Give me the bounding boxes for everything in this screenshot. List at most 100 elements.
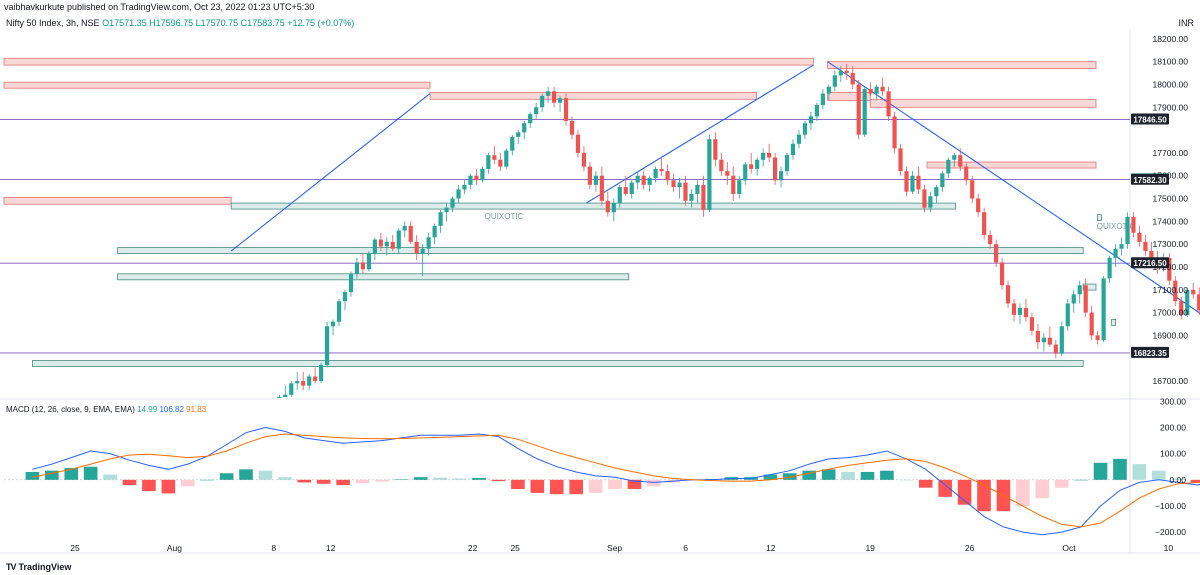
macd-layer	[4, 426, 1200, 536]
candle-body	[725, 171, 730, 176]
candle-body	[581, 152, 587, 167]
candle-body	[486, 155, 491, 169]
candle-body	[444, 207, 449, 213]
macd-hist-bar	[1054, 479, 1069, 488]
trend-line	[230, 93, 431, 252]
price-tick-label: 18000.00	[1153, 79, 1189, 89]
macd-tick-label: 200.00	[1160, 422, 1186, 432]
price-tag-box	[1131, 257, 1169, 269]
zones-layer: QUIXOTIC QUIXOTIC	[3, 57, 1136, 367]
price-tag-text: 17846.50	[1133, 115, 1167, 124]
candle-body	[1017, 308, 1023, 315]
symbol-name[interactable]: Nifty 50 Index, 3h, NSE	[6, 18, 100, 28]
candle-body	[611, 203, 616, 213]
candle-body	[462, 184, 467, 190]
candle-body	[1119, 244, 1124, 249]
trend-line	[585, 64, 814, 204]
price-tag-box	[1131, 173, 1169, 185]
candle-body	[844, 70, 849, 74]
candle-body	[647, 178, 652, 185]
signal-line	[32, 433, 1200, 528]
candle-body	[713, 139, 718, 160]
candle-body	[1095, 335, 1100, 340]
macd-hist-bar	[647, 479, 661, 487]
macd-hist-bar	[452, 478, 467, 480]
symbol-line: Nifty 50 Index, 3h, NSE O17571.35 H17596…	[6, 18, 354, 28]
candle-body	[438, 212, 443, 226]
macd-signal-value: 91.83	[186, 405, 207, 414]
candle-body	[348, 273, 354, 293]
candle-body	[319, 365, 324, 382]
candle-body	[384, 241, 389, 247]
time-tick-label: 12	[326, 543, 336, 553]
time-tick-label: 8	[271, 543, 276, 553]
macd-hist-bar	[336, 479, 350, 486]
macd-hist-bar	[278, 477, 292, 480]
macd-hist-bar	[1132, 464, 1147, 480]
candle-body	[408, 225, 413, 242]
price-tick-label: 16900.00	[1153, 330, 1189, 340]
candle-body	[940, 173, 945, 188]
supply-zone	[869, 98, 1097, 108]
candle-body	[617, 187, 622, 204]
candle-body	[1011, 303, 1017, 315]
candle-body	[641, 175, 646, 185]
price-tick-label: 17400.00	[1153, 216, 1189, 226]
time-axis[interactable]: 25Aug8122225Sep6121926Oct101724Nov714	[70, 543, 1200, 553]
candle-body	[390, 241, 395, 249]
zone-label: QUIXOTIC	[1097, 222, 1136, 231]
candle-body	[324, 326, 330, 366]
trend-line	[827, 61, 1200, 314]
macd-hist-bar	[103, 474, 117, 480]
price-tick-label: 17200.00	[1153, 262, 1189, 272]
price-tag: 17846.50	[1131, 113, 1169, 125]
price-tick-label: 18200.00	[1153, 34, 1189, 44]
candle-body	[683, 182, 688, 201]
price-tick-label: 16700.00	[1153, 376, 1189, 386]
candle-body	[522, 123, 527, 133]
macd-hist-bar	[938, 479, 952, 497]
candle-body	[468, 175, 473, 185]
price-tick-label: 17600.00	[1153, 171, 1189, 181]
supply-zone	[3, 57, 814, 66]
candle-body	[767, 152, 772, 158]
macd-hist-bar	[569, 479, 583, 495]
candle-body	[1059, 326, 1064, 354]
macd-hist-bar	[549, 479, 564, 495]
price-tag: 16823.35	[1131, 346, 1169, 358]
candle-body	[1107, 257, 1112, 279]
candle-body	[874, 86, 879, 94]
macd-hist-bar	[1093, 462, 1108, 480]
price-tag-text: 17216.50	[1133, 259, 1167, 268]
tradingview-footer[interactable]: TV TradingView	[6, 562, 71, 572]
time-tick-label: 26	[965, 543, 975, 553]
candle-body	[378, 239, 383, 247]
macd-hist-bar	[64, 468, 79, 480]
time-tick-label: 19	[865, 543, 875, 553]
price-axis[interactable]: 18200.00 18100.00 18000.00 17900.00 17700.00…	[1131, 34, 1188, 537]
candle-body	[1149, 251, 1154, 261]
macd-hist-bar	[239, 469, 253, 480]
macd-hist-bar	[258, 470, 273, 480]
macd-hist-bar	[763, 474, 778, 480]
macd-hist-bar	[608, 479, 622, 489]
candle-body	[1113, 248, 1118, 258]
macd-hist-bar	[860, 471, 875, 480]
candle-body	[605, 200, 610, 213]
macd-tick-label: −100.00	[1155, 501, 1186, 511]
macd-hist-bar	[899, 479, 914, 481]
macd-hist-bar	[394, 479, 409, 480]
candle-body	[1173, 280, 1178, 302]
macd-hist-bar	[316, 479, 331, 484]
macd-hist-bar	[200, 479, 214, 481]
macd-hist-bar	[1171, 478, 1186, 480]
candle-body	[1077, 285, 1082, 295]
candle-body	[1023, 308, 1029, 318]
macd-hist-bar	[511, 479, 525, 489]
candle-body	[802, 123, 808, 135]
candle-body	[402, 225, 407, 231]
candle-body	[587, 166, 593, 185]
candle-body	[772, 157, 778, 181]
candle-body	[755, 159, 760, 169]
